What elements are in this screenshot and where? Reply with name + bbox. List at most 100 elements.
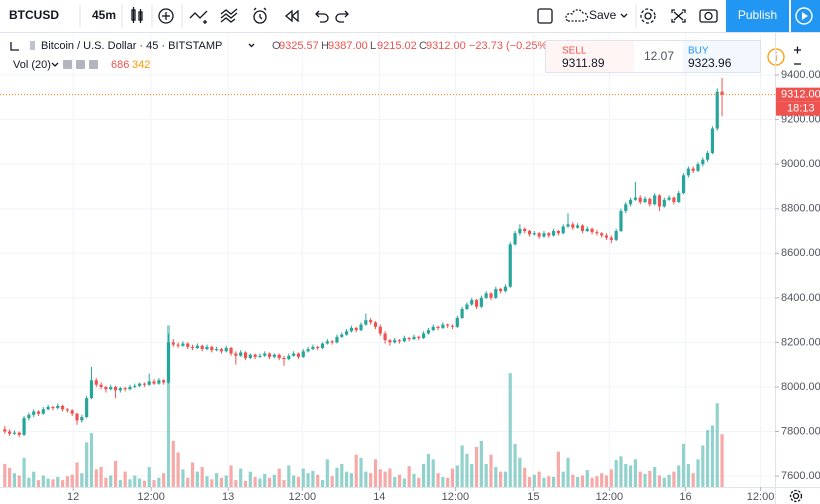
candle-body <box>369 320 373 323</box>
candle-body <box>210 346 214 351</box>
play-button[interactable] <box>791 0 820 32</box>
candle-body <box>80 417 84 421</box>
undo-button[interactable] <box>315 10 329 23</box>
candle-body <box>450 325 455 327</box>
eye-button[interactable] <box>63 60 72 69</box>
candle-body <box>60 405 65 410</box>
candle-body <box>417 336 421 338</box>
interval[interactable]: 45m <box>92 8 116 22</box>
volume-bar <box>672 471 676 487</box>
candle-body <box>696 164 700 171</box>
volume-bar <box>508 373 512 487</box>
alert-tool-button[interactable] <box>220 8 238 23</box>
candle-body <box>243 352 248 359</box>
candle-body <box>604 235 609 238</box>
volume-bar <box>388 468 392 487</box>
candle-body <box>41 409 45 414</box>
candle-body <box>171 342 175 345</box>
collapse-icon[interactable] <box>10 42 19 51</box>
volume-bar <box>248 471 252 487</box>
volume-bar <box>109 475 113 487</box>
settings-button[interactable] <box>640 8 656 24</box>
publish-button[interactable] <box>726 0 789 32</box>
volume-bar <box>200 467 204 487</box>
volume-bar <box>128 479 132 487</box>
candle-body <box>489 293 493 298</box>
volume-bar <box>499 471 503 487</box>
sell-price[interactable]: 9311.89 <box>562 56 605 70</box>
volume-caret[interactable] <box>51 62 59 67</box>
candle-body <box>118 388 122 391</box>
ohlc-value: 9325.57 <box>279 40 319 52</box>
ohlc-value: 9215.02 <box>377 40 417 52</box>
buy-button[interactable] <box>683 41 760 72</box>
multi-chart-button[interactable] <box>537 8 553 24</box>
candle-body <box>422 333 426 338</box>
candle-body <box>306 349 310 352</box>
candle-body <box>595 232 599 234</box>
settings-button[interactable] <box>76 60 85 69</box>
symbol-title[interactable]: Bitcoin / U.S. Dollar · 45 · BITSTAMP <box>41 40 222 52</box>
x-tick-label: 12:00 <box>596 491 624 503</box>
volume-bar <box>701 445 705 487</box>
candle-body <box>239 352 243 356</box>
candle-body <box>224 347 228 352</box>
candle-body <box>195 345 199 348</box>
sell-label[interactable]: SELL <box>562 46 587 57</box>
volume-bar <box>243 480 248 487</box>
alert-button[interactable] <box>253 7 267 24</box>
save-button[interactable]: Save <box>589 8 617 22</box>
volume-bar <box>378 469 382 487</box>
fullscreen-button[interactable] <box>671 9 686 23</box>
ohlc-key: H <box>321 40 329 52</box>
candle-body <box>186 343 190 347</box>
symbol[interactable]: BTCUSD <box>9 8 59 22</box>
volume-ma-value: 342 <box>132 59 150 71</box>
volume-bar <box>118 480 122 487</box>
countdown-bg <box>776 101 820 116</box>
candle-body <box>70 410 74 414</box>
candle-body <box>470 300 474 305</box>
candle-body <box>412 336 416 340</box>
volume-bar <box>600 473 604 487</box>
title-caret[interactable] <box>248 43 255 48</box>
candle-body <box>446 324 450 326</box>
replay-button[interactable] <box>284 9 299 23</box>
buy-label[interactable]: BUY <box>688 46 709 57</box>
compare-button[interactable] <box>189 10 208 24</box>
buy-price[interactable]: 9323.96 <box>688 56 732 70</box>
zoom-in-button[interactable] <box>794 46 801 54</box>
volume-bar <box>369 473 373 487</box>
publish-label[interactable]: Publish <box>738 8 777 22</box>
volume-bar <box>609 469 613 487</box>
volume-bar <box>441 477 445 487</box>
candle-body <box>383 333 387 341</box>
volume-bar <box>99 467 103 487</box>
candle-body <box>316 346 320 348</box>
remove-button[interactable] <box>89 60 98 69</box>
volume-bar <box>532 474 536 487</box>
indicators-button[interactable] <box>158 8 174 24</box>
volume-bar <box>604 475 609 487</box>
volume-bar <box>542 477 546 487</box>
redo-button[interactable] <box>335 10 349 23</box>
volume-bar <box>190 462 195 487</box>
x-tick-label: 12:00 <box>137 491 165 503</box>
volume-bar <box>75 462 79 487</box>
volume-bar <box>234 480 238 487</box>
candle-body <box>27 414 31 419</box>
sell-button[interactable] <box>546 41 634 72</box>
axis-settings-button[interactable] <box>789 489 803 503</box>
volume-bar <box>614 460 618 487</box>
volume-bar <box>590 477 594 487</box>
chart-style-button[interactable] <box>131 7 143 23</box>
save-menu-caret[interactable] <box>620 13 628 18</box>
screenshot-button[interactable] <box>699 9 718 23</box>
candle-body <box>3 429 7 432</box>
volume-bar <box>513 443 517 487</box>
candle-body <box>431 326 435 331</box>
candle-body <box>378 326 382 334</box>
volume-bar <box>205 476 209 487</box>
